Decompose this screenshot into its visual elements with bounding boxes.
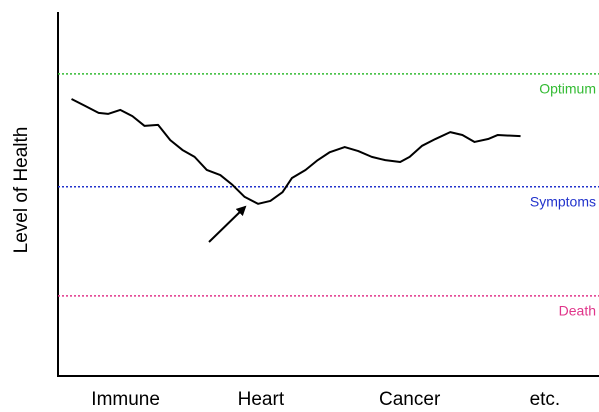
x-tick-label: Immune bbox=[91, 389, 160, 410]
x-tick-label: etc. bbox=[530, 389, 561, 410]
reference-label: Symptoms bbox=[530, 193, 596, 209]
y-axis-label: Level of Health bbox=[11, 127, 32, 254]
arrow bbox=[208, 205, 247, 243]
reference-label: Death bbox=[559, 303, 596, 319]
reference-label: Optimum bbox=[539, 81, 596, 97]
line bbox=[71, 98, 521, 205]
x-tick-label: Cancer bbox=[379, 389, 441, 410]
x-tick-label: Heart bbox=[238, 389, 285, 410]
